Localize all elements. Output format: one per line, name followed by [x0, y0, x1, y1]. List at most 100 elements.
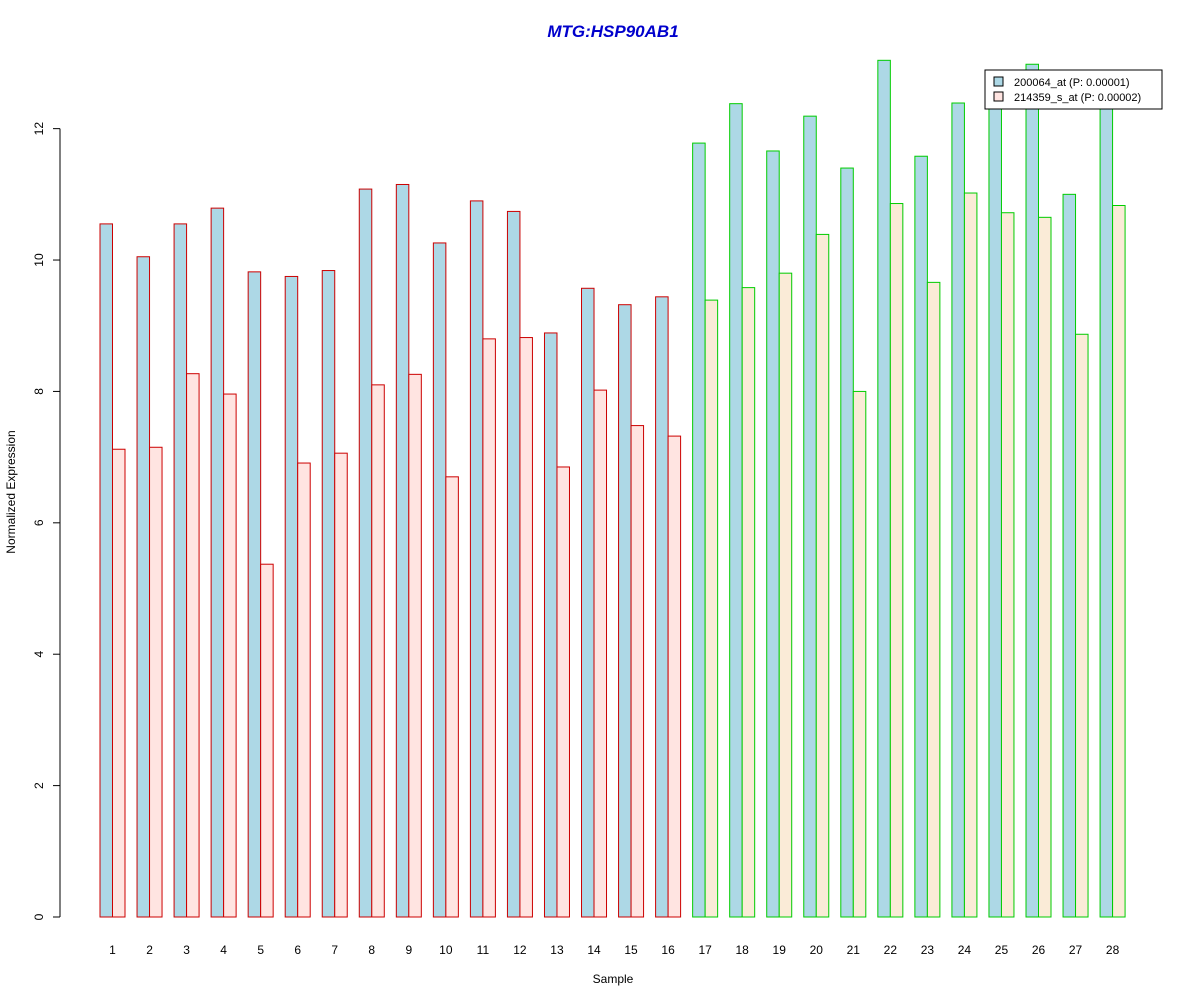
bar-sample-3-series-1 [173, 223, 188, 918]
bar-sample-6-series-2 [297, 462, 311, 918]
bar-sample-18-series-1 [729, 103, 743, 918]
bar-sample-28-series-2 [1112, 205, 1126, 918]
bar-sample-11-series-1 [469, 200, 484, 918]
x-tick-label: 20 [810, 943, 824, 957]
bar-sample-1-series-2 [112, 448, 126, 918]
x-tick-label: 23 [921, 943, 935, 957]
bar-sample-16-series-1 [655, 296, 669, 918]
bar-sample-14-series-2 [593, 389, 608, 918]
x-tick-label: 19 [773, 943, 787, 957]
legend-label-series-1: 200064_at (P: 0.00001) [1014, 77, 1130, 89]
legend-swatch-series-1 [993, 76, 1004, 87]
x-tick-label: 21 [847, 943, 861, 957]
bar-sample-9-series-2 [408, 373, 422, 918]
bar-sample-4-series-2 [223, 393, 237, 918]
x-tick-label: 5 [257, 943, 264, 957]
bar-sample-14-series-1 [581, 287, 595, 918]
x-tick-label: 3 [183, 943, 190, 957]
bar-sample-20-series-1 [803, 115, 817, 918]
bar-sample-10-series-1 [432, 242, 447, 918]
bar-sample-22-series-1 [877, 59, 891, 918]
x-tick-label: 16 [661, 943, 675, 957]
bar-sample-26-series-2 [1038, 216, 1052, 918]
x-tick-label: 27 [1069, 943, 1083, 957]
bar-sample-21-series-2 [852, 390, 867, 918]
y-tick-label: 4 [32, 651, 46, 658]
x-axis-label: Sample [593, 972, 634, 986]
x-tick-label: 14 [587, 943, 601, 957]
bar-sample-19-series-2 [778, 272, 793, 918]
bar-sample-11-series-2 [482, 338, 496, 918]
x-tick-label: 15 [624, 943, 638, 957]
bar-sample-13-series-2 [556, 466, 570, 918]
bar-sample-25-series-2 [1000, 212, 1015, 918]
legend-box [984, 69, 1163, 110]
x-tick-label: 1 [109, 943, 116, 957]
bar-sample-15-series-2 [630, 425, 645, 918]
bar-sample-24-series-2 [963, 192, 978, 918]
bar-sample-28-series-1 [1099, 96, 1114, 918]
legend-swatch-series-2 [993, 91, 1004, 102]
y-axis-label: Normalized Expression [4, 430, 18, 553]
x-tick-labels: 1 2 3 4 5 6 7 8 9 10 11 12 13 14 15 16 17 18 19 20 21 22 23 24 2… [109, 943, 1119, 957]
x-tick-label: 26 [1032, 943, 1046, 957]
bar-sample-12-series-1 [506, 210, 521, 918]
bar-sample-2-series-2 [149, 446, 163, 918]
bar-sample-21-series-1 [840, 167, 854, 918]
bar-sample-8-series-1 [358, 188, 373, 918]
y-tick-label: 8 [32, 388, 46, 395]
bar-sample-17-series-2 [704, 299, 719, 918]
bar-sample-12-series-2 [519, 337, 533, 918]
x-tick-label: 9 [405, 943, 412, 957]
x-tick-label: 24 [958, 943, 972, 957]
bar-sample-7-series-1 [321, 270, 336, 918]
bar-sample-16-series-2 [667, 435, 682, 918]
legend-label-series-2: 214359_s_at (P: 0.00002) [1014, 92, 1141, 104]
x-tick-label: 2 [146, 943, 153, 957]
y-tick-label: 2 [32, 782, 46, 789]
bar-sample-22-series-2 [889, 203, 904, 918]
y-axis: 0 2 4 6 8 10 12 [32, 122, 61, 920]
x-tick-label: 18 [736, 943, 750, 957]
bar-sample-13-series-1 [543, 332, 558, 918]
bar-sample-4-series-1 [210, 207, 225, 918]
bar-sample-23-series-2 [926, 281, 941, 918]
legend: 200064_at (P: 0.00001) 214359_s_at (P: 0… [984, 69, 1163, 110]
bar-sample-19-series-1 [766, 150, 780, 918]
x-tick-label: 12 [513, 943, 527, 957]
bar-sample-27-series-2 [1075, 333, 1089, 918]
x-tick-label: 7 [331, 943, 338, 957]
bars [99, 59, 1126, 918]
y-tick-label: 12 [32, 122, 46, 136]
bar-sample-10-series-2 [445, 476, 459, 918]
bar-sample-3-series-2 [186, 373, 200, 918]
x-tick-label: 10 [439, 943, 453, 957]
y-tick-label: 10 [32, 253, 46, 267]
x-tick-label: 4 [220, 943, 227, 957]
x-tick-label: 25 [995, 943, 1009, 957]
x-tick-label: 28 [1106, 943, 1120, 957]
x-tick-label: 22 [884, 943, 898, 957]
x-tick-label: 11 [477, 943, 490, 957]
x-tick-label: 6 [294, 943, 301, 957]
x-tick-label: 8 [368, 943, 375, 957]
y-tick-label: 6 [32, 519, 46, 526]
bar-sample-27-series-1 [1062, 193, 1077, 918]
bar-sample-5-series-2 [260, 563, 274, 918]
x-tick-label: 13 [550, 943, 564, 957]
bar-sample-23-series-1 [914, 155, 928, 918]
x-tick-label: 17 [698, 943, 712, 957]
bar-sample-20-series-2 [815, 233, 830, 918]
bar-sample-8-series-2 [371, 384, 385, 918]
bar-sample-26-series-1 [1025, 63, 1039, 918]
bar-sample-9-series-1 [395, 183, 410, 918]
bar-sample-7-series-2 [334, 452, 348, 918]
bar-sample-17-series-1 [692, 142, 706, 918]
chart-title: MTG:HSP90AB1 [547, 22, 678, 41]
bar-sample-25-series-1 [988, 96, 1002, 918]
bar-sample-2-series-1 [136, 256, 151, 918]
bar-sample-6-series-1 [284, 275, 299, 918]
bar-sample-5-series-1 [247, 271, 262, 918]
bar-sample-1-series-1 [99, 223, 113, 918]
